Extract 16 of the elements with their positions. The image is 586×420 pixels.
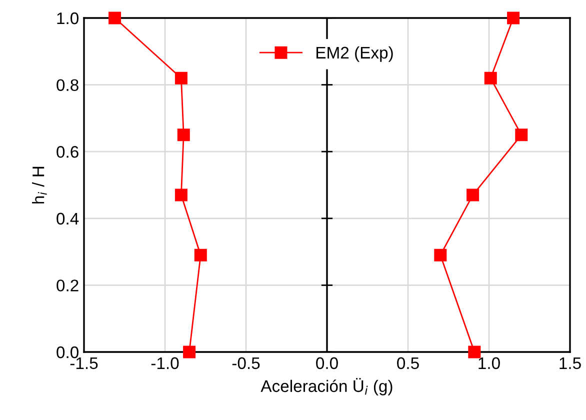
x-tick-label: -1.5 (70, 357, 98, 370)
y-tick-label: 0.2 (56, 280, 78, 292)
y-tick-label: 1.0 (57, 12, 78, 24)
x-tick-label: -0.5 (232, 357, 260, 370)
x-tick-label: 1.5 (560, 357, 581, 370)
y-tick-label: 0.0 (56, 346, 78, 358)
x-tick-label: 0.0 (316, 357, 338, 370)
legend-label: EM2 (Exp) (316, 46, 393, 62)
x-tick-label: -1.0 (151, 357, 179, 370)
y-axis-title: h$_{i}$ / H (32, 166, 47, 204)
x-axis-title: Aceleración Ü$_{i}$ (g) (260, 378, 392, 396)
y-tick-label: 0.8 (56, 79, 78, 92)
y-tick-label: 0.6 (56, 146, 78, 158)
x-tick-label: 0.5 (397, 357, 419, 370)
y-tick-label: 0.4 (56, 212, 79, 225)
x-tick-label: 1.0 (478, 357, 500, 370)
